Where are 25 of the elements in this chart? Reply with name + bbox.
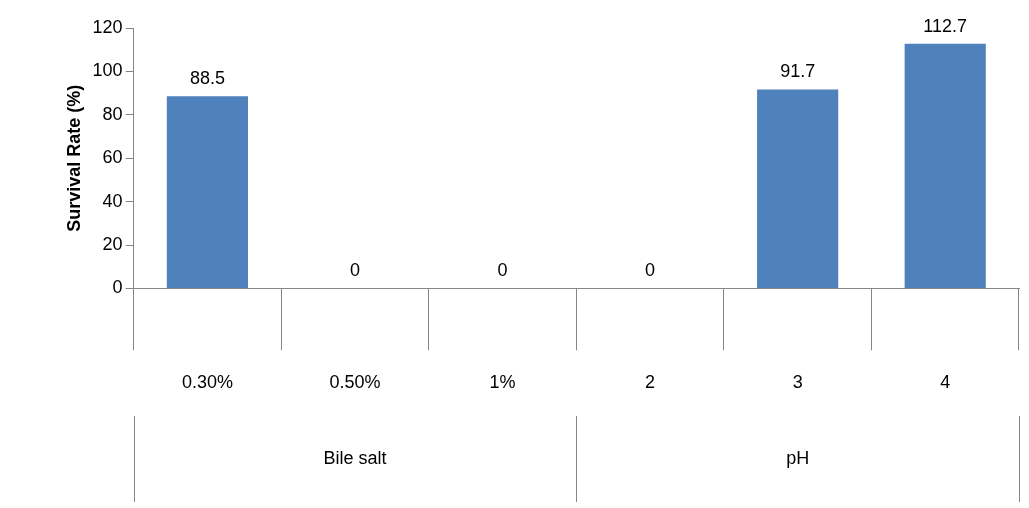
x-tick-label: 4 [940, 372, 951, 393]
bar [904, 43, 986, 288]
y-tick-label: 120 [92, 16, 123, 37]
data-label: 88.5 [189, 68, 225, 89]
y-tick-label: 100 [92, 60, 123, 81]
data-label: 112.7 [923, 15, 968, 36]
x-tick-label: 3 [792, 372, 803, 393]
data-label: 0 [497, 260, 508, 281]
x-tick-label: 0.30% [181, 372, 233, 393]
bar [166, 96, 248, 288]
x-tick-label: 1% [489, 372, 516, 393]
y-axis-title: Survival Rate (%) [63, 84, 84, 232]
y-tick-label: 0 [112, 277, 123, 298]
y-tick-label: 80 [102, 103, 123, 124]
y-tick-label: 40 [102, 190, 123, 211]
y-tick-label: 60 [102, 147, 123, 168]
bar [757, 89, 839, 288]
text: pH [786, 447, 810, 468]
data-label: 0 [645, 260, 656, 281]
data-label: 91.7 [780, 61, 816, 82]
text: Bile salt [323, 447, 387, 468]
x-tick-label: 2 [645, 372, 656, 393]
x-tick-label: 0.50% [329, 372, 381, 393]
data-label: 0 [349, 260, 360, 281]
y-tick-label: 20 [102, 233, 123, 254]
